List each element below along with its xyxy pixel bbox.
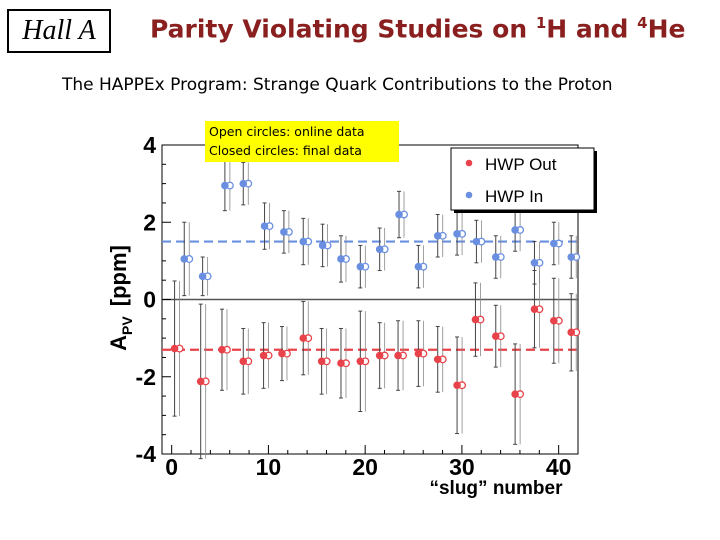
final-point [530, 259, 539, 267]
final-point [511, 226, 519, 234]
final-point [433, 231, 442, 240]
y-tick-label: 4 [143, 132, 156, 158]
title-main: Parity Violating Studies on [150, 14, 536, 44]
final-point [395, 210, 403, 219]
y-axis-label-text: APV [ppm] [106, 245, 135, 351]
final-point [471, 315, 480, 324]
final-point [198, 272, 207, 281]
final-point [414, 349, 423, 358]
final-point [260, 222, 269, 230]
x-tick-label: 40 [546, 454, 572, 480]
y-axis-label-main: A [106, 335, 131, 351]
final-point [317, 357, 326, 366]
title-superscript-1: 1 [535, 14, 547, 32]
final-point [491, 253, 500, 261]
legend-marker [465, 159, 473, 167]
final-point [453, 230, 461, 238]
final-point [550, 239, 558, 248]
legend-label: HWP Out [485, 155, 557, 174]
y-axis-label-unit: [ppm] [106, 245, 131, 306]
final-point [196, 377, 205, 386]
final-point [356, 357, 365, 366]
hall-a-badge: Hall A [7, 9, 111, 53]
final-point [337, 359, 345, 368]
final-point [375, 351, 384, 360]
data-note: Open circles: online data Closed circles… [205, 121, 399, 162]
page-title: Parity Violating Studies on 1H and 4He [150, 14, 710, 43]
final-point [299, 237, 308, 246]
y-tick-label: 2 [143, 209, 156, 235]
x-tick-label: 30 [449, 454, 475, 480]
page-subtitle: The HAPPEx Program: Strange Quark Contri… [62, 75, 613, 95]
final-point [375, 245, 384, 254]
final-point [221, 181, 229, 190]
y-tick-label: 0 [143, 287, 156, 313]
final-point [567, 328, 576, 337]
final-point [472, 237, 481, 246]
final-point [278, 349, 286, 358]
final-point [170, 344, 179, 353]
x-tick-label: 20 [352, 454, 378, 480]
legend-box [450, 147, 595, 211]
x-tick-label: 0 [165, 454, 178, 480]
y-tick-label: -4 [136, 441, 157, 467]
final-point [239, 179, 248, 188]
final-point [394, 351, 402, 360]
final-point [550, 316, 558, 325]
final-point [356, 262, 365, 271]
final-point [218, 345, 226, 354]
y-axis-label: APV [ppm] [106, 245, 135, 351]
y-axis-label-subscript: PV [119, 316, 135, 335]
series-1 [162, 159, 581, 297]
final-point [433, 355, 442, 364]
final-point [530, 305, 539, 313]
final-point [567, 253, 576, 261]
legend-label: HWP In [485, 187, 543, 206]
final-point [318, 241, 327, 250]
x-tick-label: 10 [256, 454, 282, 480]
final-point [453, 381, 461, 390]
final-point [491, 332, 500, 340]
x-axis-label: “slug” number [429, 478, 563, 499]
note-line-final: Closed circles: final data [209, 143, 362, 158]
final-point [259, 351, 268, 360]
title-end: He [647, 14, 686, 44]
y-tick-label: -2 [136, 364, 156, 390]
title-mid: H and [546, 14, 638, 44]
series-0 [162, 270, 581, 460]
note-line-online: Open circles: online data [209, 124, 365, 139]
final-point [414, 262, 423, 271]
legend-marker [465, 191, 473, 199]
final-point [299, 334, 308, 342]
title-superscript-4: 4 [637, 14, 648, 32]
final-point [511, 390, 519, 398]
final-point [239, 357, 248, 366]
final-point [337, 255, 345, 263]
final-point [180, 255, 189, 263]
final-point [280, 228, 288, 236]
